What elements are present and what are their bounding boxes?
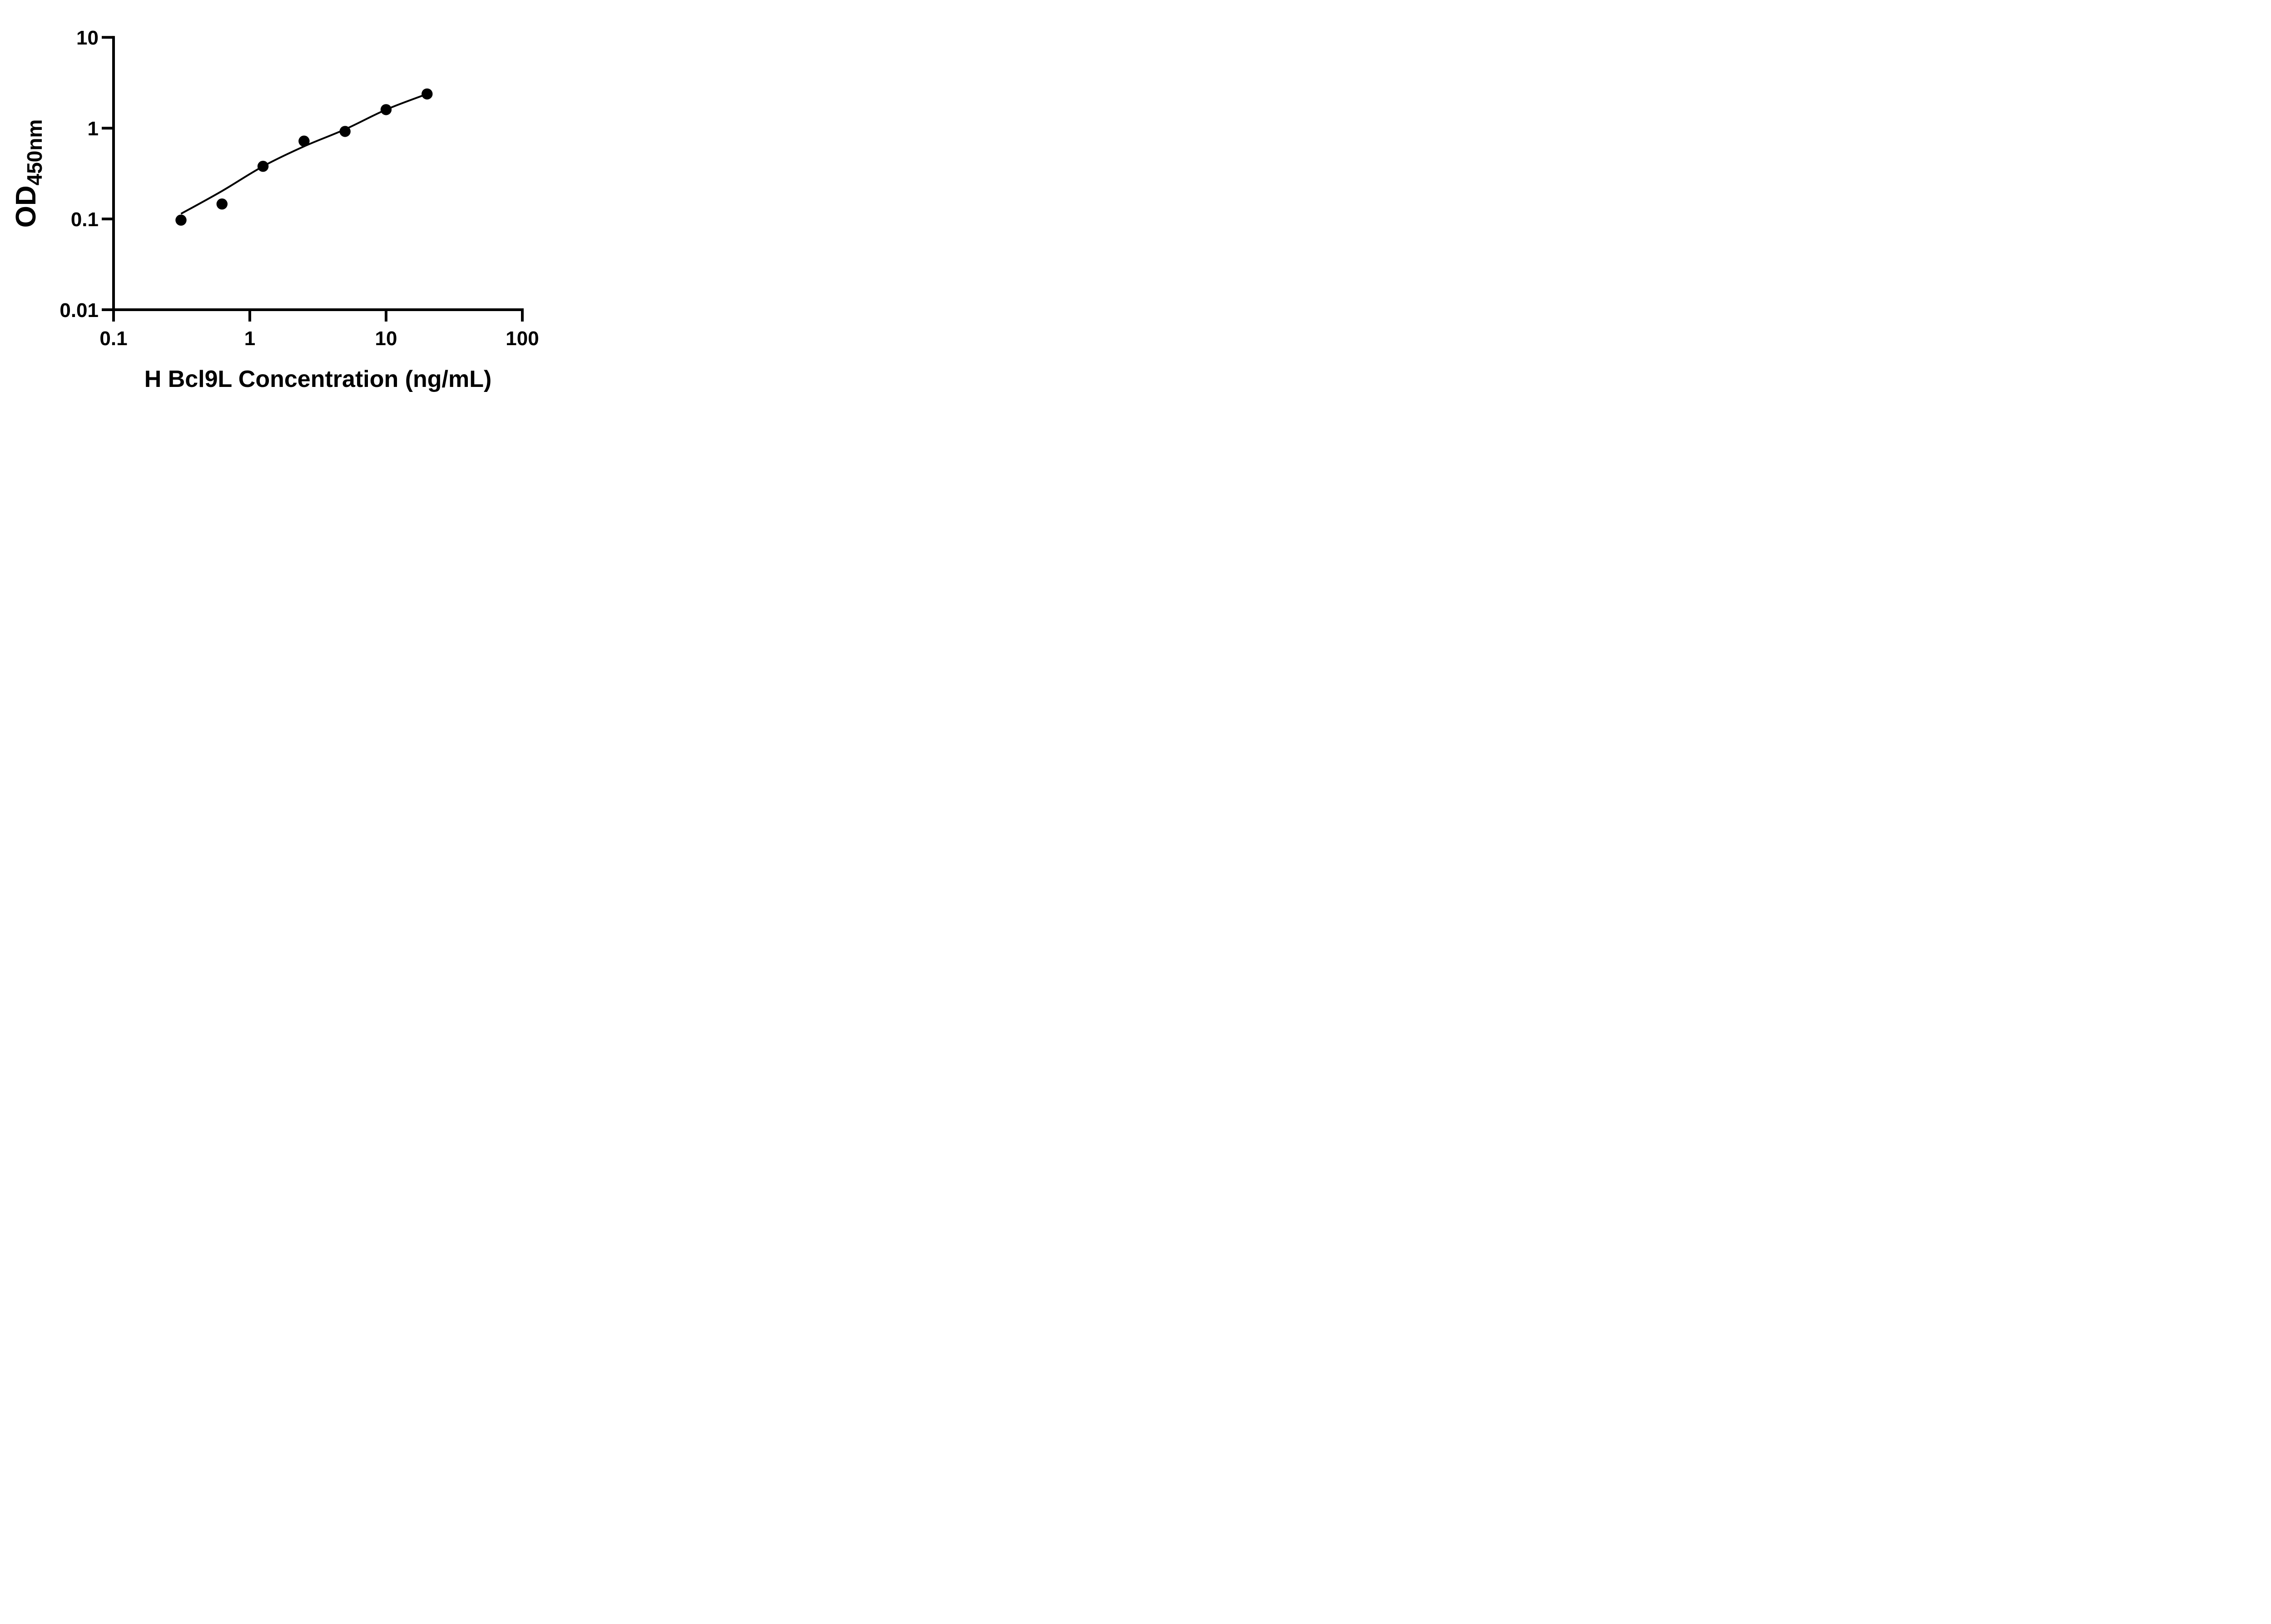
- y-axis-title-subscript: 450nm: [23, 119, 46, 186]
- y-axis-title: OD450nm: [10, 119, 46, 228]
- x-tick-label: 100: [506, 327, 539, 350]
- data-point: [298, 135, 310, 147]
- data-point: [257, 161, 269, 172]
- data-point: [421, 88, 433, 100]
- x-tick-label: 1: [244, 327, 255, 350]
- data-point: [216, 198, 228, 210]
- x-tick-label: 10: [375, 327, 397, 350]
- x-tick-label: 0.1: [99, 327, 127, 350]
- data-point: [175, 214, 187, 226]
- elisa-standard-curve-figure: 0.01 0.1 1 10 0.1 1 10 100 OD450nm H Bcl9L Conc…: [0, 0, 587, 406]
- y-axis-title-main: OD: [10, 185, 42, 228]
- y-tick-label: 0.1: [71, 208, 99, 231]
- y-tick-label: 0.01: [60, 299, 99, 322]
- y-tick-label: 10: [76, 27, 99, 49]
- y-tick-label: 1: [88, 118, 99, 140]
- x-axis-title: H Bcl9L Concentration (ng/mL): [144, 366, 492, 392]
- data-point: [339, 126, 351, 137]
- data-point: [380, 104, 392, 115]
